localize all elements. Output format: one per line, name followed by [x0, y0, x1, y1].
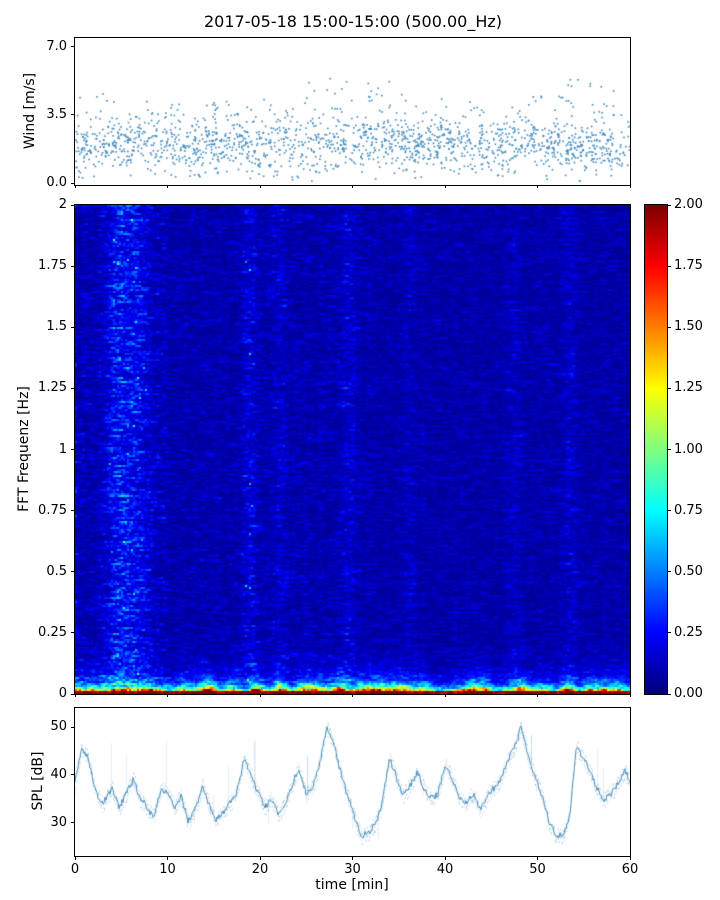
colorbar-tick-mark [667, 326, 671, 328]
y-tick-label: 1.25 [38, 380, 67, 396]
y-tick-label: 1 [58, 441, 67, 457]
x-tick-mark [259, 185, 261, 188]
colorbar-tick-label: 2.00 [674, 197, 703, 212]
colorbar-tick-label: 0.00 [674, 686, 703, 701]
y-tick-mark [71, 693, 75, 695]
y-tick-mark [71, 632, 75, 634]
spectrogram-plot [74, 204, 631, 695]
colorbar-tick-mark [667, 510, 671, 512]
y-tick-label: 0.5 [46, 563, 67, 579]
spl-line-plot [74, 707, 631, 857]
y-tick-mark [71, 46, 75, 48]
colorbar-tick-label: 1.50 [674, 319, 703, 335]
colorbar-tick-label: 1.25 [674, 380, 703, 396]
x-tick-mark [537, 856, 538, 860]
x-tick-label: 40 [436, 862, 454, 877]
y-tick-label: 1.5 [46, 319, 67, 335]
colorbar-tick-label: 0.75 [674, 502, 703, 518]
x-tick-mark [444, 694, 446, 697]
y-tick-mark [71, 204, 75, 206]
x-tick-mark [444, 856, 446, 860]
y-tick-mark [71, 510, 75, 512]
x-tick-mark [259, 694, 261, 697]
y-tick-label: 0.25 [38, 624, 67, 640]
y-tick-label: 0 [58, 686, 67, 701]
y-tick-mark [71, 726, 75, 728]
y-tick-label: 0.0 [46, 175, 67, 191]
colorbar-tick-mark [667, 387, 671, 389]
colorbar-tick-label: 0.50 [674, 563, 703, 579]
figure-title: 2017-05-18 15:00-15:00 (500.00_Hz) [203, 12, 503, 31]
y-tick-mark [71, 114, 75, 116]
y-tick-mark [71, 571, 75, 573]
x-tick-mark [629, 694, 631, 697]
y-tick-mark [71, 265, 75, 267]
wind-scatter-plot [74, 37, 631, 186]
y-tick-label: 2 [58, 197, 67, 212]
colorbar-tick-mark [667, 265, 671, 267]
x-tick-mark [167, 856, 168, 860]
x-tick-mark [259, 856, 261, 860]
colorbar [644, 204, 668, 695]
x-tick-mark [74, 694, 76, 697]
colorbar-tick-mark [667, 571, 671, 573]
x-tick-mark [537, 694, 538, 697]
x-tick-mark [167, 694, 168, 697]
y-tick-label: 40 [50, 766, 67, 782]
x-tick-mark [74, 185, 76, 188]
x-tick-mark [167, 185, 168, 188]
y-tick-mark [71, 387, 75, 389]
x-tick-mark [74, 856, 76, 860]
x-tick-label: 20 [251, 862, 269, 877]
x-tick-mark [352, 856, 353, 860]
y-tick-mark [71, 182, 75, 184]
y-tick-mark [71, 449, 75, 450]
colorbar-tick-label: 0.25 [674, 624, 703, 640]
colorbar-tick-mark [667, 204, 671, 206]
y-tick-label: 1.75 [38, 258, 67, 274]
x-tick-label: 50 [529, 862, 546, 877]
x-tick-mark [629, 185, 631, 188]
colorbar-tick-label: 1.75 [674, 258, 703, 274]
x-axis-label: time [min] [315, 877, 389, 893]
x-tick-label: 10 [159, 862, 176, 877]
x-tick-mark [537, 185, 538, 188]
x-tick-label: 60 [621, 862, 639, 877]
x-tick-label: 0 [70, 862, 80, 877]
y-tick-label: 30 [50, 814, 67, 830]
x-tick-mark [352, 694, 353, 697]
x-tick-label: 30 [344, 862, 361, 877]
x-tick-mark [352, 185, 353, 188]
y-tick-mark [71, 774, 75, 776]
x-tick-mark [629, 856, 631, 860]
colorbar-tick-mark [667, 632, 671, 634]
y-tick-label: 50 [50, 719, 67, 735]
colorbar-tick-label: 1.00 [674, 441, 703, 457]
colorbar-tick-mark [667, 449, 671, 450]
y-tick-label: 3.5 [46, 106, 67, 122]
y-tick-label: 0.75 [38, 502, 67, 518]
y-tick-mark [71, 822, 75, 824]
y-tick-label: 7.0 [46, 38, 67, 54]
x-tick-mark [444, 185, 446, 188]
colorbar-tick-mark [667, 693, 671, 695]
y-tick-mark [71, 326, 75, 328]
